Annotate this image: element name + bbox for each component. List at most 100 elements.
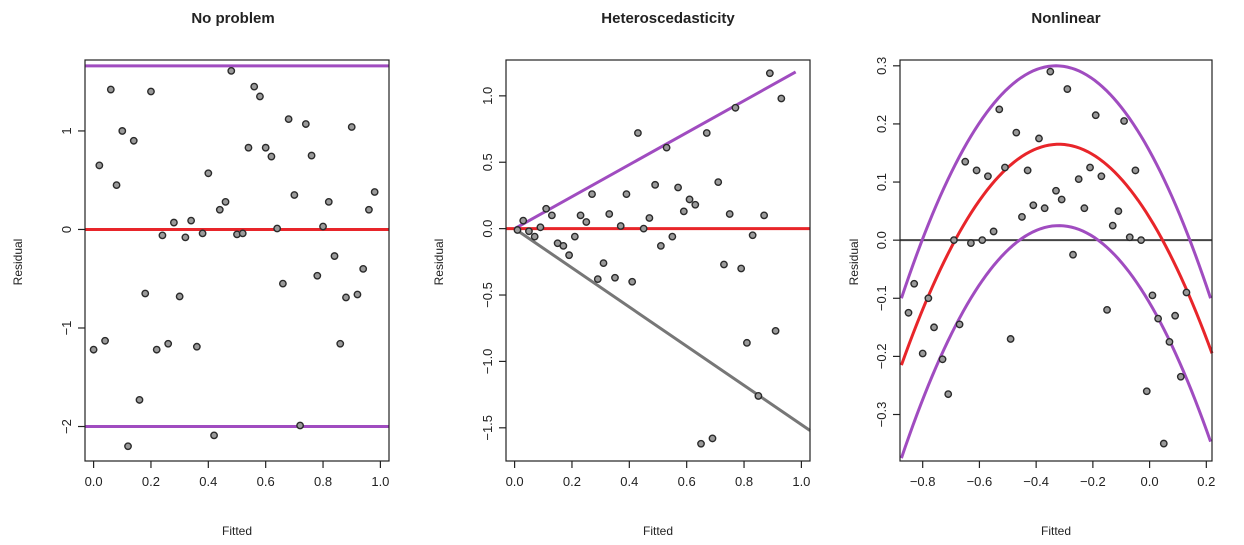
data-point (192, 342, 201, 351)
data-point (708, 434, 717, 443)
y-tick-label: 0.3 (874, 57, 889, 75)
chart-panel-nonlinear: Nonlinear Fitted Residual −0.8 −0.6 −0.4 −0… (847, 10, 1215, 538)
x-axis-label: Fitted (1041, 524, 1071, 538)
data-point (720, 260, 728, 269)
data-point (1091, 111, 1100, 120)
plot-frame (84, 59, 390, 462)
data-point (651, 180, 660, 189)
y-axis-label: Residual (11, 239, 25, 286)
panel-title: Heteroscedasticity (601, 10, 735, 27)
data-point (679, 207, 688, 216)
data-point (273, 224, 282, 233)
data-point (910, 279, 919, 288)
data-point (777, 94, 786, 103)
y-tick-label: 0.0 (874, 231, 889, 249)
data-point (158, 231, 167, 240)
data-point (949, 236, 958, 245)
data-point (668, 232, 677, 241)
data-point (227, 66, 236, 75)
data-point (347, 123, 356, 131)
data-point (106, 85, 115, 94)
data-point (588, 190, 596, 199)
data-point (129, 136, 138, 145)
data-point (135, 396, 144, 404)
data-point (112, 181, 121, 190)
data-point (187, 216, 196, 225)
plot-frame (505, 59, 811, 462)
panel-title: Nonlinear (1031, 10, 1100, 27)
data-point (1086, 163, 1094, 172)
data-point (1125, 233, 1134, 242)
data-point (1182, 288, 1191, 297)
data-point (141, 289, 150, 298)
x-tick-label: 0.0 (506, 474, 524, 489)
data-point (336, 339, 345, 348)
y-tick-label: −0.1 (874, 285, 889, 311)
y-tick-label: 0.1 (874, 173, 889, 191)
data-point (118, 127, 127, 135)
data-point (1040, 204, 1049, 213)
data-point (685, 195, 694, 204)
data-point (152, 345, 161, 354)
data-point (918, 349, 927, 358)
reference-line (513, 70, 797, 230)
data-point (1057, 195, 1066, 204)
data-point (175, 292, 184, 301)
reference-line (513, 227, 811, 432)
data-point (989, 227, 998, 236)
x-tick-label: −0.6 (967, 474, 993, 489)
data-point (1171, 311, 1180, 320)
data-point (1114, 207, 1123, 216)
y-tick-label: 0.2 (874, 115, 889, 133)
data-point (944, 390, 953, 399)
data-point (771, 326, 780, 335)
data-point (1097, 172, 1106, 181)
data-point (1023, 166, 1032, 175)
x-tick-label: 0.6 (257, 474, 275, 489)
data-point (530, 232, 539, 241)
data-point (605, 210, 614, 218)
data-point (611, 273, 619, 282)
data-point (1063, 85, 1072, 93)
data-point (645, 214, 654, 222)
y-tick-label: −1.5 (480, 415, 495, 441)
data-point (978, 236, 987, 245)
data-point (536, 223, 545, 232)
data-point (1165, 337, 1174, 346)
x-tick-label: 0.2 (142, 474, 160, 489)
data-point (342, 293, 350, 302)
y-tick-label: 1.0 (480, 87, 495, 105)
chart-panel-heteroscedasticity: Heteroscedasticity Fitted Residual 0.0 0.… (432, 10, 811, 538)
data-point (1103, 305, 1111, 314)
x-tick-label: −0.8 (910, 474, 936, 489)
data-point (938, 355, 947, 364)
fitted-curve (899, 64, 1213, 299)
y-tick-label: 0.0 (480, 220, 495, 238)
data-point (961, 157, 970, 166)
data-point (576, 211, 585, 220)
data-point (319, 222, 327, 231)
fitted-curve (900, 224, 1212, 459)
data-point (1018, 213, 1026, 221)
data-point (1159, 439, 1168, 448)
data-point (307, 151, 316, 160)
data-point (525, 227, 533, 236)
data-point (714, 178, 723, 187)
x-tick-label: 0.4 (620, 474, 638, 489)
x-tick-label: −0.2 (1080, 474, 1106, 489)
data-point (697, 439, 705, 448)
data-point (737, 264, 746, 273)
x-tick-label: 0.2 (1197, 474, 1215, 489)
data-point (1137, 236, 1145, 245)
data-point (765, 69, 774, 78)
y-axis-label: Residual (432, 239, 446, 286)
plot-frame (899, 59, 1213, 462)
x-axis-label: Fitted (643, 524, 673, 538)
y-tick-label: −0.3 (874, 402, 889, 428)
data-point (760, 211, 769, 220)
data-point (995, 105, 1004, 114)
data-point (639, 224, 648, 233)
data-point (691, 200, 700, 209)
data-point (1176, 372, 1185, 381)
